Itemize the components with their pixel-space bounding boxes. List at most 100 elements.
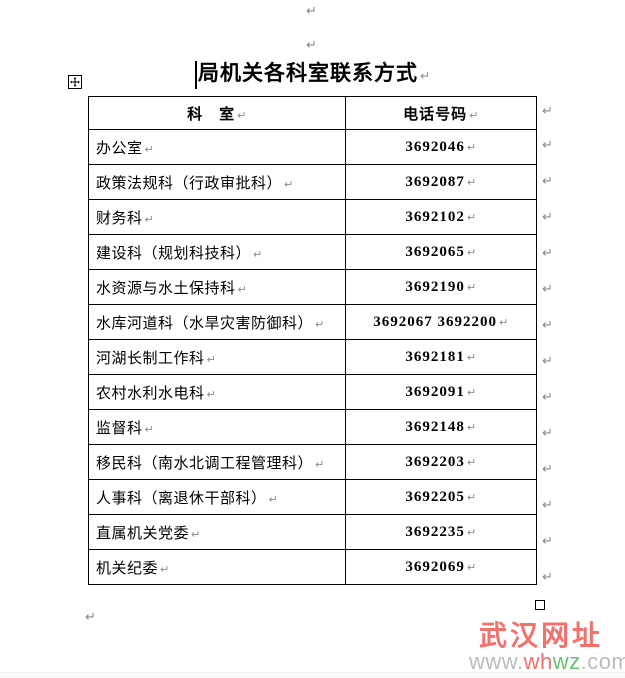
table-row: 河湖长制工作科 ↵ 3692181 ↵ [88,339,538,375]
watermark-brand: 武汉网址 [479,621,604,652]
table-row: 建设科（规划科技科） ↵ 3692065 ↵ [88,234,538,270]
end-of-cell-mark: ↵ [315,317,325,331]
end-of-row-mark: ↵ [542,462,553,477]
end-of-cell-mark: ↵ [466,560,477,574]
paragraph-mark: ↵ [85,610,96,625]
phone-cell[interactable]: 3692046 ↵ [344,129,538,165]
table-body: 办公室 ↵ 3692046 ↵ 政策法规科（行政审批科） ↵ 3692087 ↵ 财务科… [88,129,538,585]
phone-number: 3692087 [405,173,465,190]
department-cell[interactable]: 直属机关党委 ↵ [88,514,346,550]
table-row: 机关纪委 ↵ 3692069 ↵ [88,549,538,585]
table-row: 农村水利水电科 ↵ 3692091 ↵ [88,374,538,410]
table-row: 水资源与水土保持科 ↵ 3692190 ↵ [88,269,538,305]
end-of-row-mark: ↵ [542,570,553,585]
table-resize-handle[interactable] [535,600,545,610]
phone-cell[interactable]: 3692102 ↵ [344,199,538,235]
watermark-url-segment: wz [552,649,581,674]
end-of-row-mark: ↵ [542,174,553,189]
department-cell[interactable]: 移民科（南水北调工程管理科） ↵ [88,444,346,480]
department-cell[interactable]: 建设科（规划科技科） ↵ [88,234,346,270]
paragraph-mark: ↵ [419,69,431,83]
department-name: 政策法规科（行政审批科） [96,175,283,192]
table-row: 政策法规科（行政审批科） ↵ 3692087 ↵ [88,164,538,200]
paragraph-mark: ↵ [306,4,317,19]
department-cell[interactable]: 办公室 ↵ [88,129,346,165]
end-of-cell-mark: ↵ [469,108,479,122]
department-name: 办公室 [96,140,143,157]
watermark-url-segment: wh [523,649,553,674]
phone-cell[interactable]: 3692091 ↵ [344,374,538,410]
end-of-row-mark: ↵ [542,210,553,225]
department-name: 监督科 [96,420,143,437]
phone-cell[interactable]: 3692181 ↵ [344,339,538,375]
page-title[interactable]: 局机关各科室联系方式 [197,61,418,85]
department-name: 农村水利水电科 [96,385,205,402]
end-of-cell-mark: ↵ [466,385,477,399]
department-name: 水库河道科（水旱灾害防御科） [96,315,314,332]
table-row: 人事科（离退休干部科） ↵ 3692205 ↵ [88,479,538,515]
end-of-cell-mark: ↵ [268,492,278,506]
department-cell[interactable]: 财务科 ↵ [88,199,346,235]
end-of-row-mark: ↵ [542,246,553,261]
phone-cell[interactable]: 3692069 ↵ [344,549,538,585]
phone-number: 3692181 [405,348,465,365]
department-cell[interactable]: 水资源与水土保持科 ↵ [88,269,346,305]
end-of-cell-mark: ↵ [466,210,477,224]
end-of-cell-mark: ↵ [237,282,247,296]
department-cell[interactable]: 农村水利水电科 ↵ [88,374,346,410]
phone-cell[interactable]: 3692205 ↵ [344,479,538,515]
end-of-cell-mark: ↵ [466,350,477,364]
phone-cell[interactable]: 3692067 3692200 ↵ [344,304,538,340]
end-of-cell-mark: ↵ [315,457,325,471]
end-of-cell-mark: ↵ [284,177,294,191]
phone-cell[interactable]: 3692065 ↵ [344,234,538,270]
end-of-cell-mark: ↵ [466,280,477,294]
table-header-row: 科 室 ↵ 电话号码 ↵ [88,96,538,130]
page-bottom-edge [0,672,625,678]
table-row: 水库河道科（水旱灾害防御科） ↵ 3692067 3692200 ↵ [88,304,538,340]
department-name: 建设科（规划科技科） [96,245,252,262]
end-of-cell-mark: ↵ [144,422,154,436]
table-row: 监督科 ↵ 3692148 ↵ [88,409,538,445]
end-of-row-mark: ↵ [542,282,553,297]
department-cell[interactable]: 机关纪委 ↵ [88,549,346,585]
phone-number: 3692235 [405,523,465,540]
end-of-row-mark: ↵ [542,138,553,153]
watermark-url: www.whwz.com [469,649,625,675]
header-department[interactable]: 科 室 ↵ [88,96,346,130]
department-cell[interactable]: 政策法规科（行政审批科） ↵ [88,164,346,200]
end-of-cell-mark: ↵ [253,247,263,261]
header-phone[interactable]: 电话号码 ↵ [344,96,538,130]
phone-cell[interactable]: 3692235 ↵ [344,514,538,550]
phone-number: 3692067 3692200 [373,313,498,330]
department-cell[interactable]: 水库河道科（水旱灾害防御科） ↵ [88,304,346,340]
department-name: 人事科（离退休干部科） [96,490,267,507]
phone-cell[interactable]: 3692087 ↵ [344,164,538,200]
phone-number: 3692205 [405,488,465,505]
phone-number: 3692065 [405,243,465,260]
contacts-table: 科 室 ↵ 电话号码 ↵ 办公室 ↵ 3692046 ↵ 政策法规科（行政审批科） ↵ 3… [88,96,538,585]
end-of-cell-mark: ↵ [144,142,154,156]
department-cell[interactable]: 河湖长制工作科 ↵ [88,339,346,375]
watermark-url-segment: .com [580,649,625,674]
header-phone-label: 电话号码 [403,106,468,123]
end-of-cell-mark: ↵ [466,455,477,469]
phone-number: 3692091 [405,383,465,400]
end-of-cell-mark: ↵ [237,108,247,122]
department-cell[interactable]: 人事科（离退休干部科） ↵ [88,479,346,515]
phone-cell[interactable]: 3692203 ↵ [344,444,538,480]
end-of-cell-mark: ↵ [466,175,477,189]
end-of-cell-mark: ↵ [466,525,477,539]
end-of-row-mark: ↵ [542,426,553,441]
phone-number: 3692102 [405,208,465,225]
end-of-cell-mark: ↵ [144,212,154,226]
end-of-cell-mark: ↵ [206,352,216,366]
table-move-handle[interactable] [68,75,82,89]
department-cell[interactable]: 监督科 ↵ [88,409,346,445]
end-of-cell-mark: ↵ [191,527,201,541]
phone-cell[interactable]: 3692148 ↵ [344,409,538,445]
document-title-row: 局机关各科室联系方式 ↵ [0,57,625,90]
phone-cell[interactable]: 3692190 ↵ [344,269,538,305]
paragraph-mark: ↵ [306,38,317,53]
department-name: 机关纪委 [96,560,159,577]
